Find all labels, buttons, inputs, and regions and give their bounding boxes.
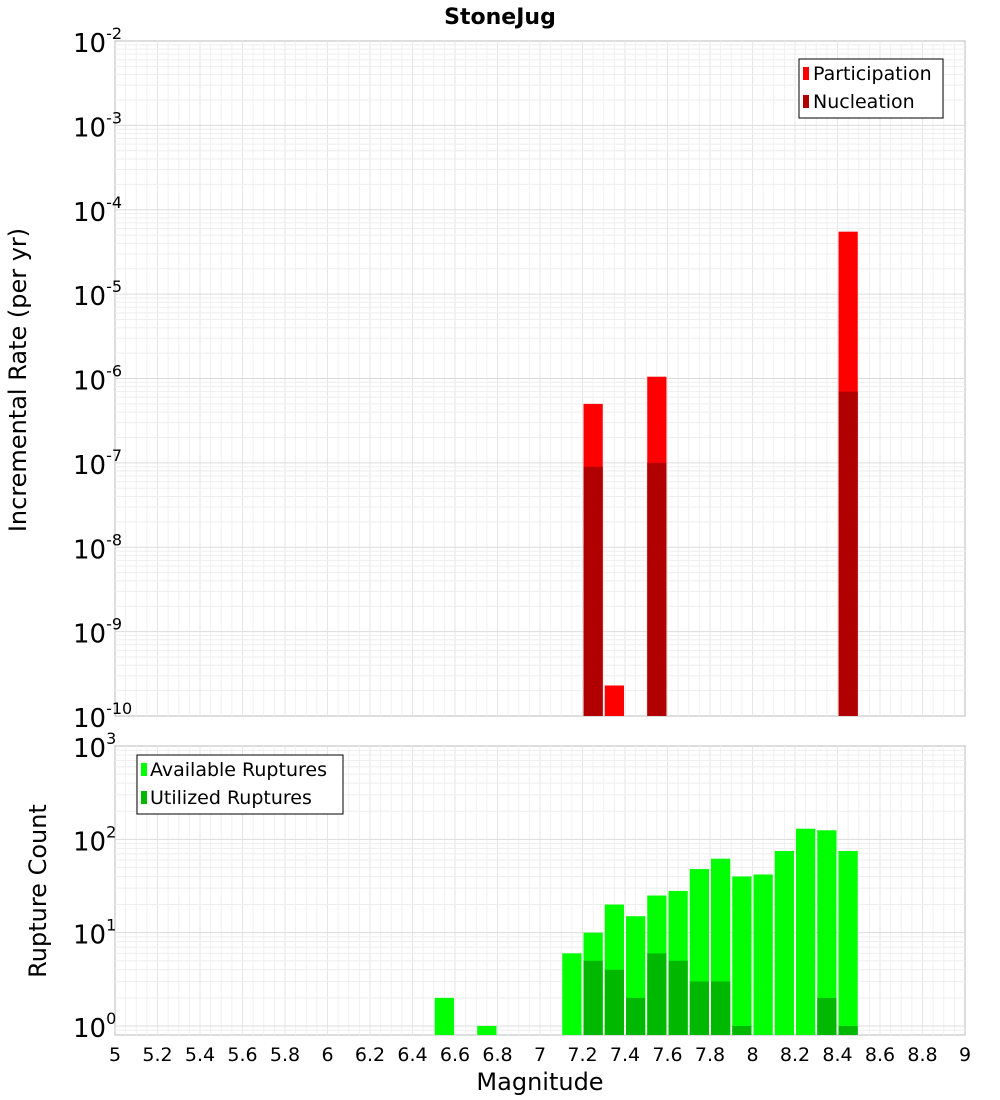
x-tick-label: 5.2 [142, 1044, 172, 1066]
rupture-bar-series0 [838, 850, 858, 1035]
x-axis-label: Magnitude [476, 1068, 603, 1096]
rupture-legend-box [136, 754, 344, 815]
rupture-bar-series0 [817, 830, 837, 1035]
rate-bar-series0 [604, 685, 624, 716]
rupture-bar-series0 [434, 997, 454, 1035]
available-swatch [141, 763, 147, 776]
rate-bar-series1 [647, 462, 667, 716]
rupture-y-tick-label: 102 [73, 822, 116, 857]
legend-utilized-ruptures: Utilized Ruptures [150, 787, 312, 809]
x-tick-label: 7 [534, 1044, 546, 1066]
x-tick-label: 8.2 [780, 1044, 810, 1066]
rate-y-tick-label: 10-9 [73, 615, 122, 650]
utilized-swatch [141, 791, 147, 804]
rate-y-tick-label: 10-2 [73, 24, 122, 59]
rupture-y-tick-label: 103 [73, 729, 116, 764]
x-tick-label: 8.6 [865, 1044, 895, 1066]
rupture-bar-series1 [626, 997, 646, 1035]
rupture-count-panel: 103 102 101 100 5 5.2 5.4 5.6 5.8 6 6.2 6.4 6.6 6.8 7… [24, 729, 971, 1096]
rupture-bar-series0 [562, 953, 582, 1035]
rupture-bar-series0 [753, 874, 773, 1035]
magnitude-x-ticks: 5 5.2 5.4 5.6 5.8 6 6.2 6.4 6.6 6.8 7 7.2 7.4 7.6 7.8 8… [109, 1044, 971, 1066]
rupture-bar-series1 [689, 981, 709, 1035]
rupture-bar-series1 [817, 997, 837, 1035]
x-tick-label: 8.4 [822, 1044, 852, 1066]
legend-available-ruptures: Available Ruptures [150, 759, 327, 781]
x-tick-label: 7.2 [567, 1044, 597, 1066]
rupture-bar-series1 [668, 960, 688, 1035]
rate-bars [583, 231, 858, 716]
nucleation-swatch [803, 95, 809, 108]
x-tick-label: 6 [321, 1044, 333, 1066]
rupture-y-axis-label: Rupture Count [24, 804, 52, 978]
rupture-bar-series0 [732, 876, 752, 1035]
rupture-bar-series1 [838, 1025, 858, 1035]
rupture-legend: Available Ruptures Utilized Ruptures [136, 754, 344, 815]
x-tick-label: 6.4 [397, 1044, 427, 1066]
x-tick-label: 8.8 [907, 1044, 937, 1066]
rate-panel: 10-2 10-3 10-4 10-5 10-6 10-7 10-8 10-9 10-10 In… [4, 24, 966, 734]
rate-y-tick-label: 10-8 [73, 530, 122, 565]
x-tick-label: 7.8 [695, 1044, 725, 1066]
rate-y-tick-label: 10-10 [73, 699, 132, 734]
rupture-y-tick-label: 100 [73, 1009, 116, 1044]
rate-grid [115, 41, 965, 716]
rate-legend-box [798, 58, 944, 119]
rupture-y-ticks: 103 102 101 100 [73, 729, 116, 1044]
rupture-bar-series1 [604, 969, 624, 1035]
x-tick-label: 5.4 [185, 1044, 215, 1066]
rate-y-tick-label: 10-5 [73, 277, 122, 312]
x-tick-label: 5.6 [227, 1044, 257, 1066]
x-tick-label: 9 [959, 1044, 971, 1066]
rupture-bar-series0 [774, 850, 794, 1035]
x-tick-label: 8 [746, 1044, 758, 1066]
x-tick-label: 6.2 [355, 1044, 385, 1066]
legend-participation: Participation [813, 63, 932, 85]
rate-legend: Participation Nucleation [798, 58, 944, 119]
legend-nucleation: Nucleation [813, 91, 915, 113]
x-tick-label: 7.4 [610, 1044, 640, 1066]
participation-swatch [803, 67, 809, 80]
rupture-bar-series1 [647, 953, 667, 1035]
rupture-bar-series1 [711, 981, 731, 1035]
rate-y-axis-label: Incremental Rate (per yr) [4, 228, 32, 532]
rupture-bars [434, 828, 858, 1035]
rate-y-ticks: 10-2 10-3 10-4 10-5 10-6 10-7 10-8 10-9 10-10 [73, 24, 132, 734]
rate-y-tick-label: 10-7 [73, 446, 122, 481]
rupture-bar-series0 [796, 828, 816, 1035]
chart-title: StoneJug [444, 5, 556, 30]
rate-bar-series1 [583, 466, 603, 716]
rupture-bar-series1 [583, 960, 603, 1035]
rupture-y-tick-label: 101 [73, 916, 116, 951]
x-tick-label: 6.8 [482, 1044, 512, 1066]
rate-bar-series1 [838, 391, 858, 716]
x-tick-label: 7.6 [652, 1044, 682, 1066]
rate-y-tick-label: 10-4 [73, 193, 122, 228]
x-tick-label: 6.6 [440, 1044, 470, 1066]
rupture-bar-series0 [477, 1025, 497, 1035]
x-tick-label: 5.8 [270, 1044, 300, 1066]
rupture-bar-series1 [732, 1025, 752, 1035]
rate-y-tick-label: 10-6 [73, 362, 122, 397]
x-tick-label: 5 [109, 1044, 121, 1066]
rate-y-tick-label: 10-3 [73, 108, 122, 143]
